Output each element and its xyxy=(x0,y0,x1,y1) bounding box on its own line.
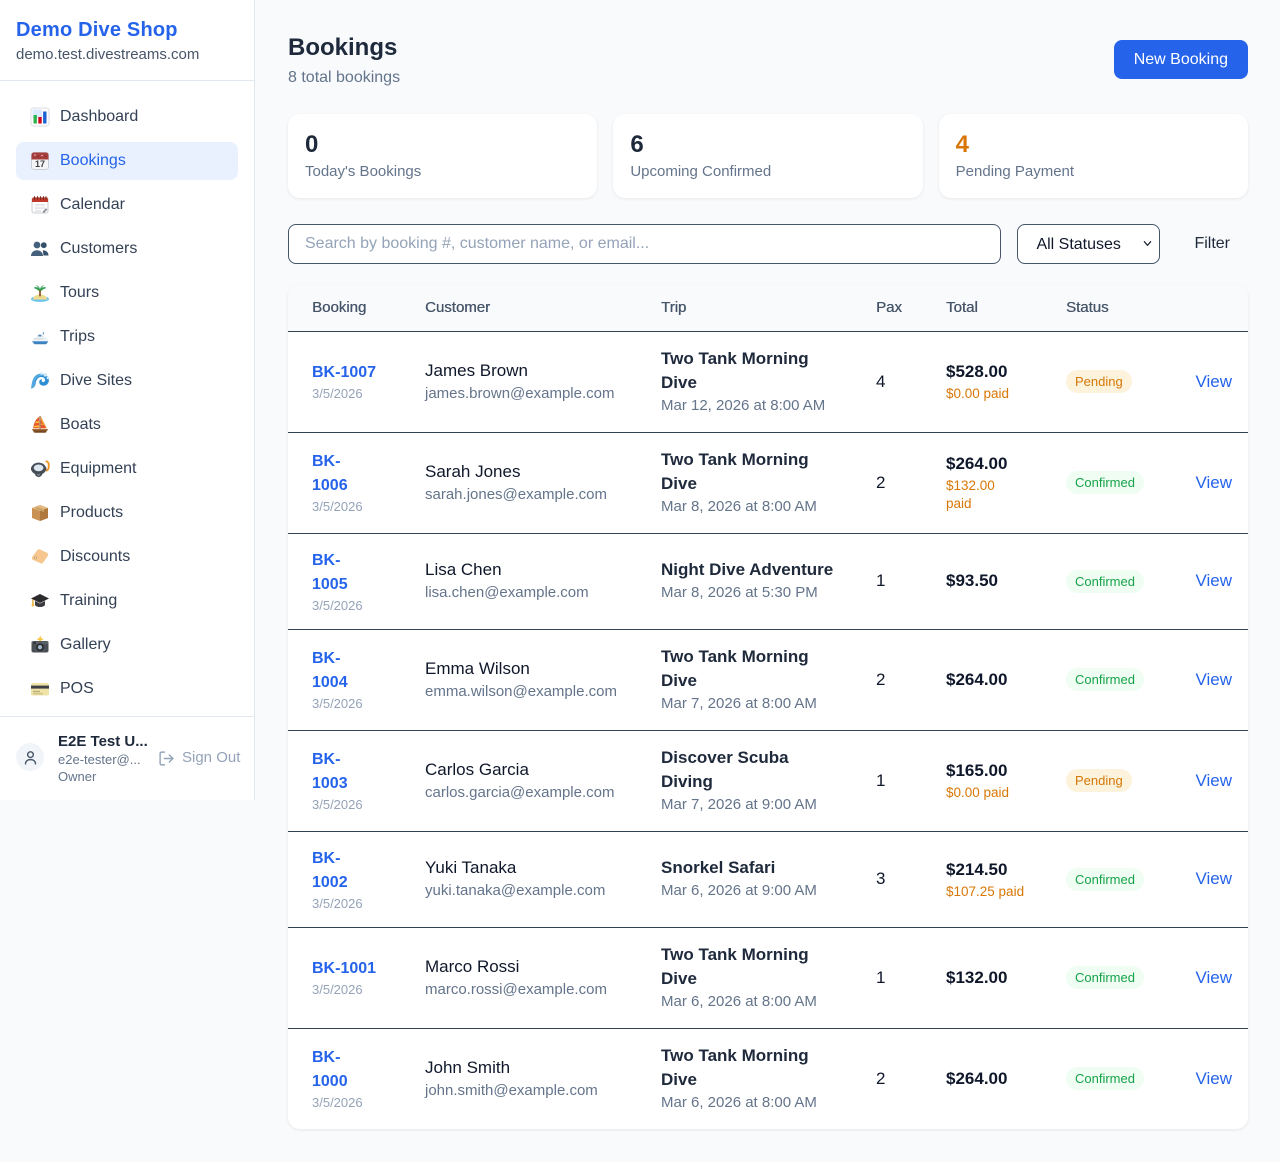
svg-text:17: 17 xyxy=(35,159,45,169)
